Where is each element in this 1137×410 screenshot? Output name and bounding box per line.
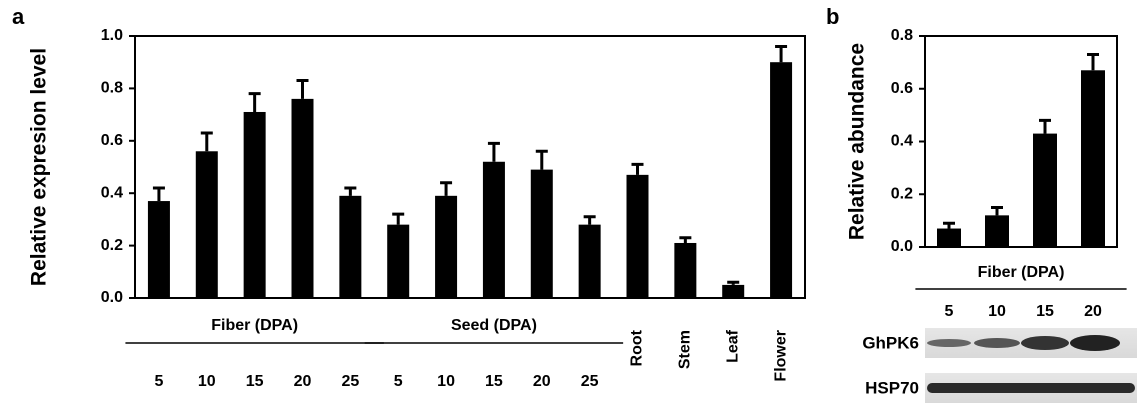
bar	[1033, 134, 1057, 247]
x-tick-label: Leaf	[724, 329, 741, 363]
bar	[339, 196, 361, 298]
y-tick-label: 0.4	[101, 184, 123, 201]
y-tick-label: 0.6	[101, 132, 123, 149]
y-tick-label: 0.2	[101, 237, 123, 254]
blot-band	[974, 338, 1020, 348]
bar	[148, 201, 170, 298]
x-tick-label: Flower	[772, 330, 789, 382]
y-axis-label: Relative abundance	[846, 43, 869, 240]
x-tick-label: 25	[341, 373, 359, 390]
figure: GhPK6 HSP70 aRelative expresion level 0.0…	[0, 0, 1137, 410]
bar	[722, 285, 744, 298]
error-bar	[991, 207, 1003, 215]
blot-band	[1070, 335, 1120, 351]
group-label: Fiber (DPA)	[978, 264, 1065, 281]
error-bar	[488, 143, 500, 161]
bar	[674, 243, 696, 298]
bar	[1081, 70, 1105, 247]
blot-label: HSP70	[865, 378, 919, 397]
error-bar	[632, 164, 644, 174]
x-tick-label: 10	[198, 373, 216, 390]
x-tick-label: 5	[154, 373, 163, 390]
group-label: Fiber (DPA)	[211, 317, 298, 334]
error-bar	[679, 238, 691, 243]
bar	[937, 229, 961, 247]
blot-label: GhPK6	[862, 333, 919, 352]
error-bar	[392, 214, 404, 224]
x-tick-label: 15	[485, 373, 503, 390]
x-tick-label: 10	[988, 303, 1006, 320]
x-tick-label: 25	[581, 373, 599, 390]
y-tick-label: 0.2	[891, 185, 913, 202]
error-bar	[440, 183, 452, 196]
y-tick-label: 0.4	[891, 133, 913, 150]
error-bar	[943, 223, 955, 228]
x-tick-label: 15	[246, 373, 264, 390]
error-bar	[344, 188, 356, 196]
y-tick-label: 0.0	[101, 289, 123, 306]
y-tick-label: 0.6	[891, 80, 913, 97]
bar	[531, 170, 553, 298]
error-bar	[297, 81, 309, 99]
bar	[387, 225, 409, 298]
bar	[579, 225, 601, 298]
x-tick-label: 5	[394, 373, 403, 390]
x-tick-label: 20	[294, 373, 312, 390]
x-tick-label: Stem	[677, 330, 694, 369]
x-tick-label: 5	[945, 303, 954, 320]
y-tick-label: 0.0	[891, 238, 913, 255]
blot-band	[927, 339, 971, 347]
x-tick-label: Root	[629, 329, 646, 366]
blot-band	[1021, 336, 1069, 350]
group-label: Seed (DPA)	[451, 317, 537, 334]
bar	[292, 99, 314, 298]
x-tick-label: 10	[437, 373, 455, 390]
y-tick-label: 1.0	[101, 27, 123, 44]
bar	[483, 162, 505, 298]
bar	[244, 112, 266, 298]
bar	[985, 215, 1009, 247]
bar	[435, 196, 457, 298]
y-tick-label: 0.8	[891, 27, 913, 44]
panel-label: b	[826, 4, 839, 29]
y-axis-label: Relative expresion level	[28, 48, 51, 286]
western-blot: GhPK6 HSP70	[862, 328, 1137, 403]
error-bar	[201, 133, 213, 151]
error-bar	[775, 46, 787, 62]
error-bar	[727, 282, 739, 285]
error-bar	[1039, 120, 1051, 133]
bar	[770, 62, 792, 298]
x-tick-label: 20	[1084, 303, 1102, 320]
y-tick-label: 0.8	[101, 80, 123, 97]
bar	[627, 175, 649, 298]
error-bar	[1087, 54, 1099, 70]
plot-frame	[135, 36, 805, 298]
error-bar	[249, 94, 261, 112]
error-bar	[536, 151, 548, 169]
error-bar	[584, 217, 596, 225]
x-tick-label: 20	[533, 373, 551, 390]
panel-label: a	[12, 4, 25, 29]
x-tick-label: 15	[1036, 303, 1054, 320]
bar	[196, 151, 218, 298]
blot-band	[927, 383, 1135, 393]
error-bar	[153, 188, 165, 201]
